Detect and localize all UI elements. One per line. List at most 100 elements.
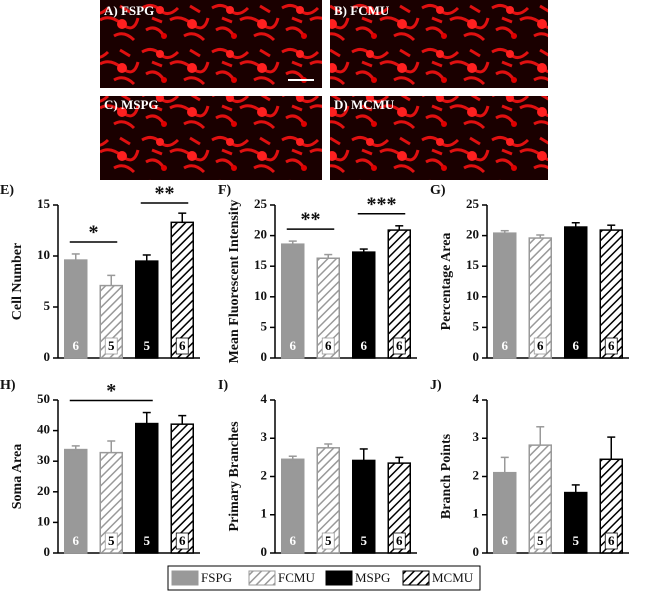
y-tick-label: 2 xyxy=(261,467,268,482)
bar xyxy=(316,257,340,359)
y-tick-label: 4 xyxy=(261,391,268,406)
y-tick-label: 10 xyxy=(466,288,479,303)
bar xyxy=(564,491,588,554)
n-label-bg xyxy=(604,532,618,550)
y-tick-label: 0 xyxy=(473,349,480,364)
y-tick-label: 2 xyxy=(473,467,480,482)
bar xyxy=(352,251,376,359)
n-label: 5 xyxy=(325,533,332,548)
n-label-bg xyxy=(392,532,406,550)
y-tick-label: 20 xyxy=(37,483,50,498)
y-tick-label: 20 xyxy=(466,227,479,242)
legend-label: MSPG xyxy=(355,570,390,585)
y-tick-label: 15 xyxy=(466,257,480,272)
panel-label: G) xyxy=(430,183,446,198)
y-tick-label: 20 xyxy=(254,227,267,242)
bar xyxy=(599,229,623,359)
panel-label: J) xyxy=(430,378,442,393)
legend-swatch xyxy=(402,570,430,586)
n-label: 5 xyxy=(108,533,115,548)
n-label: 6 xyxy=(73,533,80,548)
bar xyxy=(135,422,159,554)
n-label-bg xyxy=(533,532,547,550)
n-label: 5 xyxy=(573,533,580,548)
significance-label: *** xyxy=(367,193,397,215)
significance-label: ** xyxy=(301,209,321,231)
y-tick-label: 25 xyxy=(466,196,480,211)
n-label: 5 xyxy=(361,533,368,548)
n-label: 5 xyxy=(144,338,151,353)
n-label-bg xyxy=(533,337,547,355)
y-tick-label: 15 xyxy=(37,196,51,211)
y-tick-label: 4 xyxy=(473,391,480,406)
bar xyxy=(493,232,517,359)
y-tick-label: 0 xyxy=(473,544,480,559)
y-tick-label: 0 xyxy=(261,349,268,364)
n-label: 6 xyxy=(573,338,580,353)
n-label: 6 xyxy=(179,533,186,548)
y-tick-label: 25 xyxy=(254,196,268,211)
y-tick-label: 1 xyxy=(261,506,268,521)
n-label: 5 xyxy=(144,533,151,548)
n-label: 6 xyxy=(396,338,403,353)
legend-label: MCMU xyxy=(432,570,474,585)
legend-swatch xyxy=(248,570,276,586)
n-label: 6 xyxy=(608,533,615,548)
y-tick-label: 5 xyxy=(261,318,268,333)
image-label: C) MSPG xyxy=(104,97,159,112)
y-tick-label: 40 xyxy=(37,422,50,437)
image-label: D) MCMU xyxy=(334,97,395,112)
n-label: 6 xyxy=(290,338,297,353)
legend-label: FCMU xyxy=(278,570,315,585)
y-axis-label: Cell Number xyxy=(10,243,25,320)
n-label: 6 xyxy=(502,338,509,353)
y-tick-label: 3 xyxy=(473,429,480,444)
bar xyxy=(316,447,340,554)
n-label: 5 xyxy=(108,338,115,353)
image-label: B) FCMU xyxy=(334,3,390,18)
y-tick-label: 10 xyxy=(37,513,50,528)
bar xyxy=(135,260,159,359)
y-tick-label: 30 xyxy=(37,452,50,467)
bar xyxy=(281,458,305,554)
n-label: 6 xyxy=(73,338,80,353)
n-label: 6 xyxy=(537,338,544,353)
n-label-bg xyxy=(392,337,406,355)
n-label-bg xyxy=(175,337,189,355)
micrograph xyxy=(100,0,322,88)
micrograph xyxy=(330,0,548,88)
panel-label: I) xyxy=(218,378,228,393)
bar xyxy=(170,221,194,359)
n-label-bg xyxy=(604,337,618,355)
bar xyxy=(564,226,588,359)
significance-label: * xyxy=(89,222,99,244)
legend-swatch xyxy=(171,570,199,586)
y-axis-label: Branch Points xyxy=(439,433,454,519)
n-label-bg xyxy=(104,337,118,355)
n-label: 6 xyxy=(396,533,403,548)
n-label: 6 xyxy=(325,338,332,353)
y-tick-label: 50 xyxy=(37,391,50,406)
legend-swatch xyxy=(325,570,353,586)
n-label: 6 xyxy=(290,533,297,548)
y-tick-label: 5 xyxy=(44,298,51,313)
image-label: A) FSPG xyxy=(104,3,154,18)
legend-label: FSPG xyxy=(201,570,232,585)
y-tick-label: 0 xyxy=(44,544,51,559)
y-tick-label: 0 xyxy=(261,544,268,559)
significance-label: * xyxy=(106,380,116,402)
y-tick-label: 15 xyxy=(254,257,268,272)
n-label-bg xyxy=(104,532,118,550)
n-label: 6 xyxy=(179,338,186,353)
bar xyxy=(387,462,411,554)
y-tick-label: 0 xyxy=(44,349,51,364)
bar xyxy=(352,459,376,554)
micrograph xyxy=(330,96,548,180)
bar xyxy=(493,471,517,554)
n-label: 6 xyxy=(608,338,615,353)
y-axis-label: Mean Fluorescent Intensity xyxy=(227,200,242,364)
n-label: 6 xyxy=(502,533,509,548)
n-label: 6 xyxy=(361,338,368,353)
